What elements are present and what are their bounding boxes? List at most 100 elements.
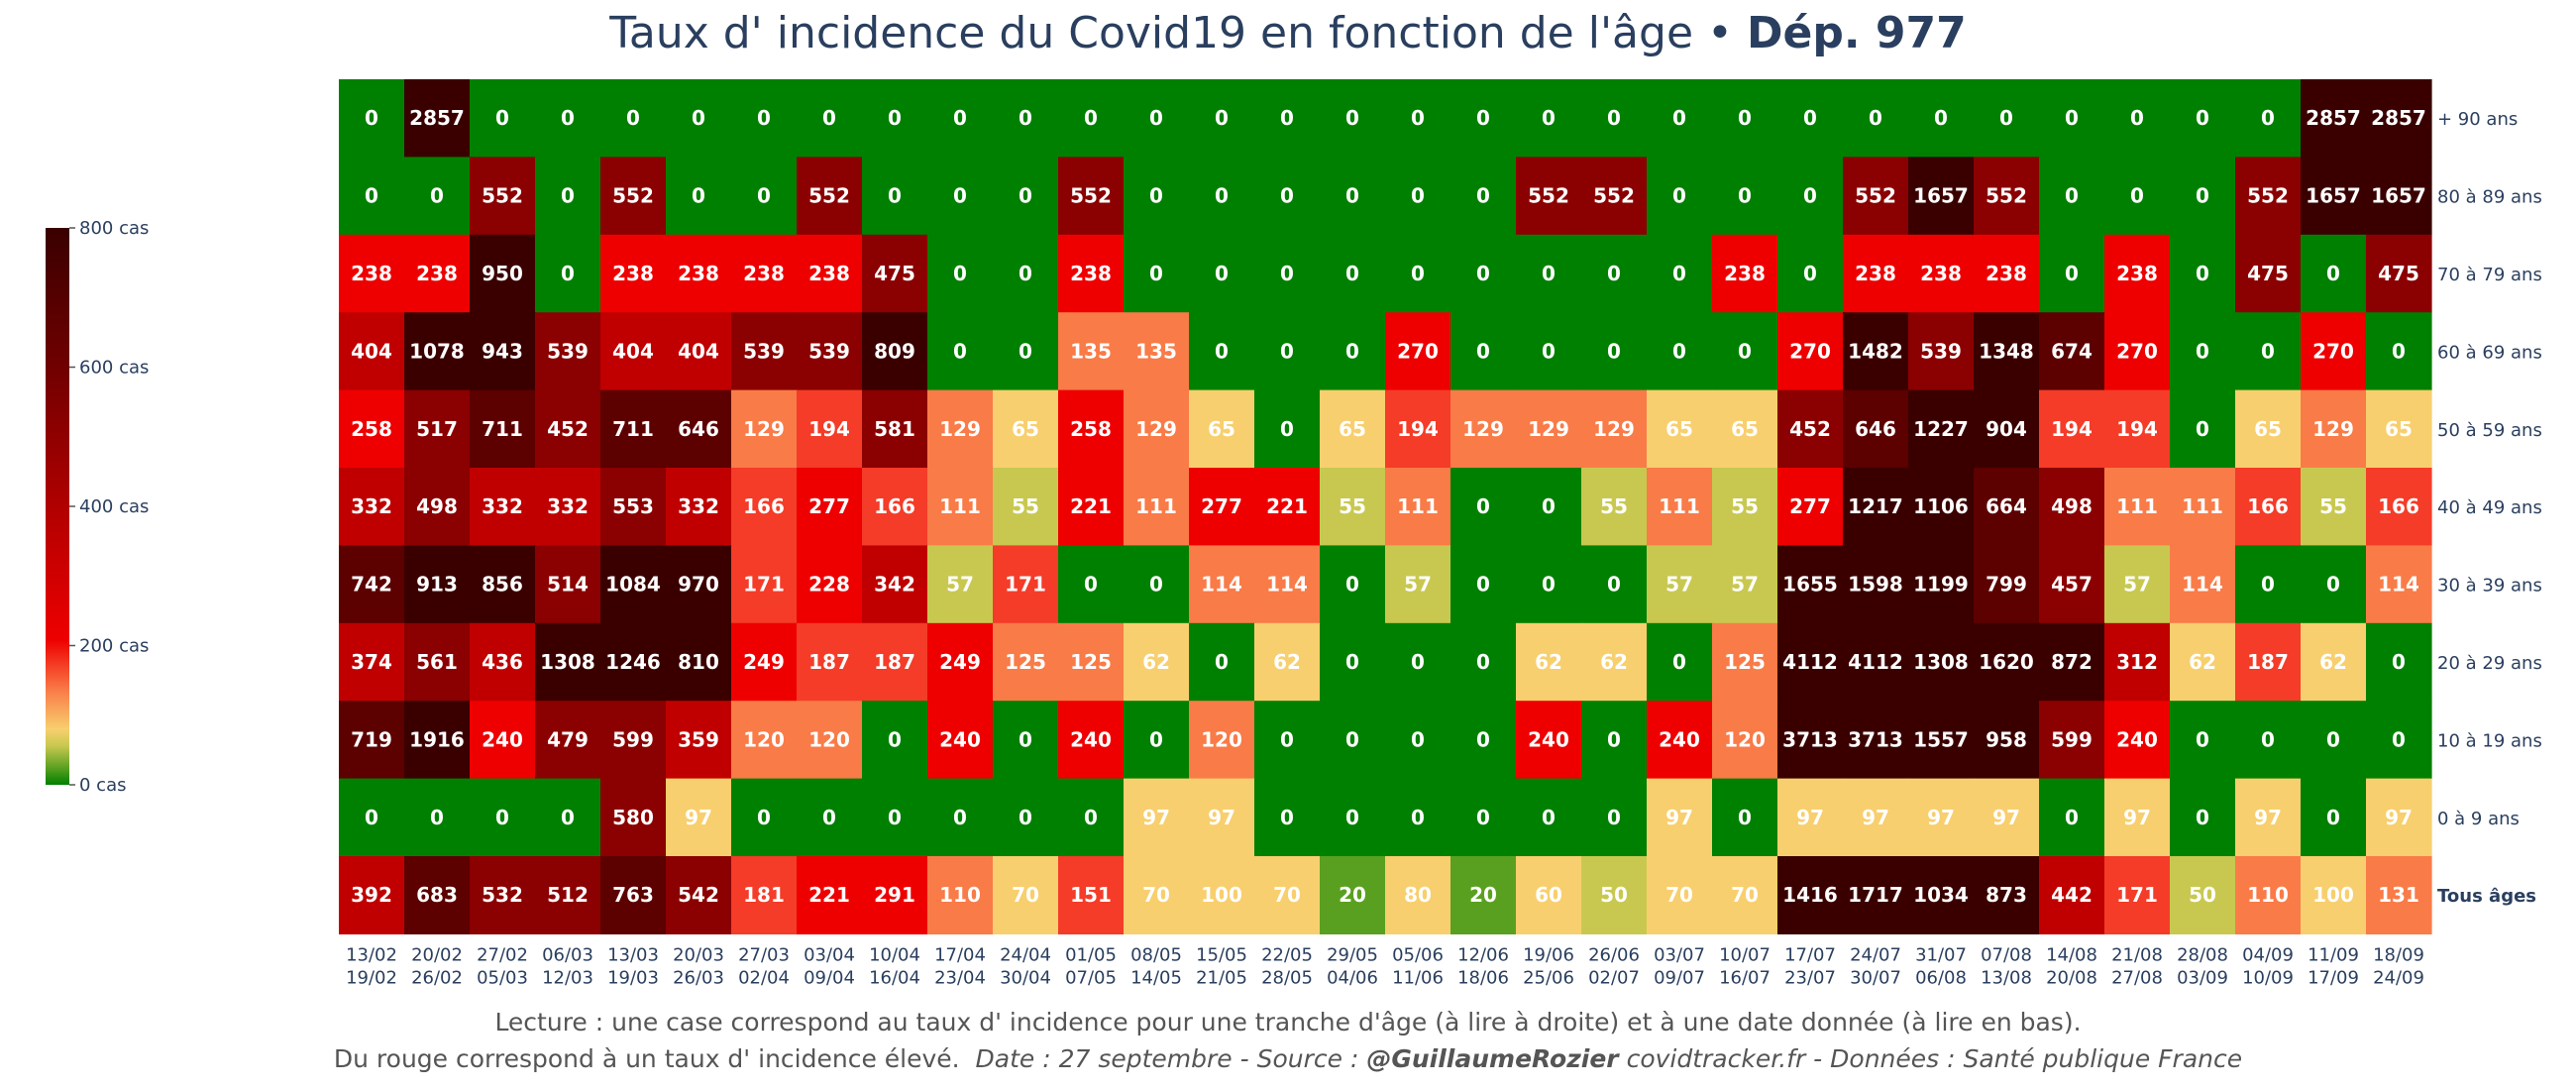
heatmap-cell (470, 312, 536, 391)
x-tick-label: 07/05 (1065, 967, 1117, 988)
heatmap-cell (1124, 856, 1190, 934)
heatmap-cell (404, 157, 471, 236)
heatmap-cell (1843, 778, 1909, 857)
cell-value-label: 0 (1999, 106, 2013, 130)
heatmap-cell (2301, 389, 2367, 469)
cell-value-label: 0 (1411, 806, 1425, 829)
heatmap-cell (2170, 856, 2236, 934)
heatmap-cell (404, 468, 471, 546)
cell-value-label: 238 (612, 262, 654, 285)
cell-value-label: 742 (351, 573, 392, 597)
heatmap-cell (731, 856, 798, 934)
cell-value-label: 873 (1986, 883, 2027, 907)
cell-value-label: 55 (1600, 494, 1628, 518)
cell-value-label: 0 (1411, 262, 1425, 285)
heatmap-cell (2301, 468, 2367, 546)
heatmap-cell (1581, 545, 1648, 624)
heatmap-cell (404, 389, 471, 469)
cell-value-label: 50 (1600, 883, 1628, 907)
cell-value-label: 240 (1528, 727, 1569, 751)
y-tick-label: 60 à 69 ans (2437, 342, 2542, 363)
heatmap-cell (797, 778, 863, 857)
heatmap-cell (1320, 545, 1386, 624)
x-tick-label: 20/02 (411, 944, 463, 965)
heatmap-cell (927, 157, 994, 236)
cell-value-label: 0 (1019, 262, 1032, 285)
cell-value-label: 442 (2051, 883, 2093, 907)
heatmap-cell (2039, 389, 2105, 469)
cell-value-label: 4112 (1848, 650, 1903, 674)
heatmap-cell (535, 312, 601, 391)
cell-value-label: 238 (2116, 262, 2158, 285)
cell-value-label: 452 (1789, 417, 1831, 441)
heatmap-cell (339, 389, 405, 469)
cell-value-label: 0 (561, 806, 575, 829)
heatmap-cell (2039, 545, 2105, 624)
heatmap-cell (1450, 468, 1517, 546)
heatmap-cell (1516, 312, 1582, 391)
cell-value-label: 166 (2378, 494, 2419, 518)
cell-value-label: 436 (482, 650, 523, 674)
heatmap-cell (1647, 312, 1713, 391)
x-tick-label: 15/05 (1196, 944, 1247, 965)
cell-value-label: 0 (365, 184, 378, 208)
cell-value-label: 498 (2051, 494, 2093, 518)
cell-value-label: 194 (1397, 417, 1439, 441)
heatmap-cell (1516, 701, 1582, 780)
cell-value-label: 0 (1476, 650, 1490, 674)
heatmap-cell (1450, 701, 1517, 780)
cell-value-label: 0 (2392, 727, 2406, 751)
cell-value-label: 4112 (1782, 650, 1838, 674)
cell-value-label: 0 (2196, 262, 2209, 285)
heatmap-cell (993, 312, 1059, 391)
heatmap-cell (2366, 778, 2432, 857)
heatmap-cell (470, 545, 536, 624)
heatmap-cell (1254, 312, 1321, 391)
x-tick-label: 17/09 (2308, 967, 2359, 988)
heatmap-cell (1516, 79, 1582, 158)
cell-value-label: 0 (2326, 806, 2340, 829)
cell-value-label: 0 (365, 106, 378, 130)
cell-value-label: 114 (1266, 573, 1308, 597)
heatmap-cell (2366, 545, 2432, 624)
heatmap-cell (1516, 389, 1582, 469)
cell-value-label: 110 (2247, 883, 2289, 907)
heatmap-cell (470, 856, 536, 934)
cell-value-label: 129 (1462, 417, 1504, 441)
heatmap-cell (600, 234, 667, 313)
heatmap-cell (2235, 389, 2302, 469)
heatmap-cell (1124, 234, 1190, 313)
heatmap-cell (1058, 778, 1125, 857)
cell-value-label: 97 (1992, 806, 2020, 829)
cell-value-label: 0 (2196, 184, 2209, 208)
heatmap-cell (1908, 234, 1975, 313)
heatmap-cell (1254, 545, 1321, 624)
heatmap-cell (1712, 234, 1778, 313)
heatmap-cell (2039, 157, 2105, 236)
heatmap-cell (1189, 778, 1255, 857)
heatmap-cell (1647, 622, 1713, 702)
x-tick-label: 21/08 (2111, 944, 2163, 965)
heatmap-cell (1385, 778, 1451, 857)
cell-value-label: 1717 (1848, 883, 1903, 907)
heatmap-cell (339, 312, 405, 391)
cell-value-label: 120 (743, 727, 785, 751)
heatmap-cell (1254, 79, 1321, 158)
heatmap-cell (1320, 157, 1386, 236)
heatmap-cell (2170, 234, 2236, 313)
heatmap-cell (2301, 79, 2367, 158)
heatmap-cell (797, 856, 863, 934)
heatmap-cell (2366, 856, 2432, 934)
cell-value-label: 238 (351, 262, 392, 285)
x-tick-label: 05/03 (477, 967, 528, 988)
cell-value-label: 277 (1201, 494, 1242, 518)
heatmap-cell (731, 234, 798, 313)
cell-value-label: 581 (874, 417, 915, 441)
cell-value-label: 0 (692, 106, 705, 130)
cell-value-label: 1084 (605, 573, 661, 597)
heatmap-cell (1058, 468, 1125, 546)
heatmap-cell (1124, 157, 1190, 236)
heatmap-cell (993, 701, 1059, 780)
cell-value-label: 0 (1803, 262, 1817, 285)
cell-value-label: 0 (1607, 339, 1621, 363)
